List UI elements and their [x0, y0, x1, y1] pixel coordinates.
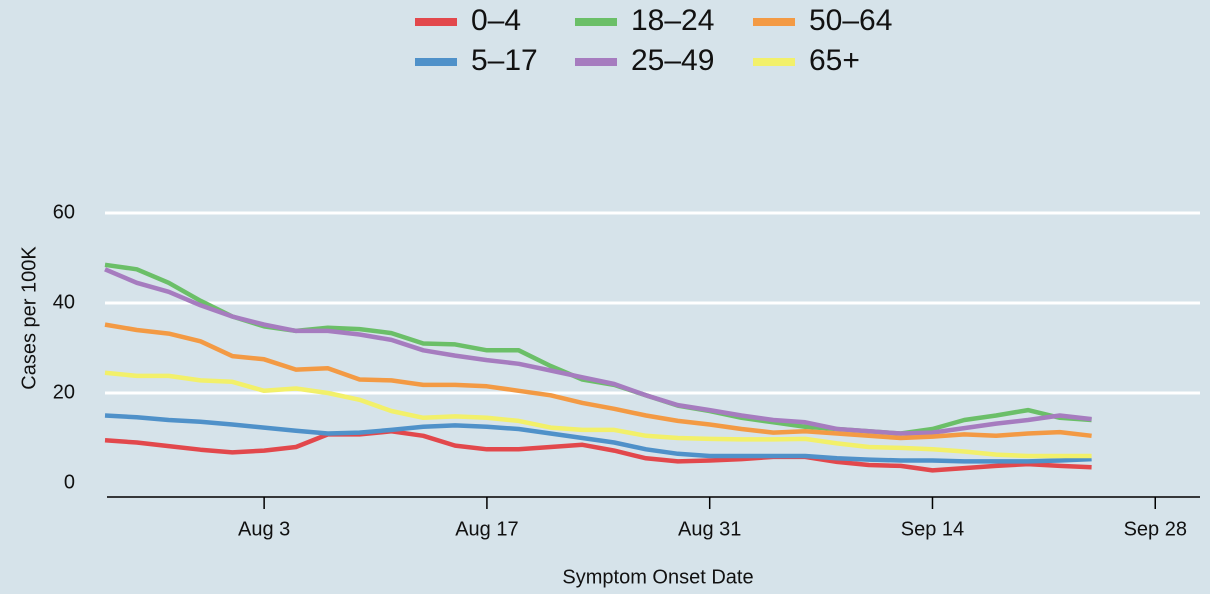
- series-line: [104, 370, 1092, 459]
- y-tick-label: 60: [53, 201, 75, 223]
- x-tick-label: Sep 14: [901, 518, 964, 540]
- legend-label: 25–49: [631, 44, 714, 77]
- legend-label: 65+: [809, 44, 860, 77]
- series-line: [104, 267, 1092, 436]
- x-tick-label: Aug 17: [455, 518, 518, 540]
- y-axis-label: Cases per 100K: [18, 246, 40, 390]
- legend-label: 50–64: [809, 4, 892, 37]
- series-line: [104, 262, 1092, 436]
- x-tick-label: Aug 31: [678, 518, 741, 540]
- series-line: [104, 413, 1092, 464]
- x-tick-label: Aug 3: [238, 518, 290, 540]
- x-axis-label: Symptom Onset Date: [562, 566, 753, 588]
- y-tick-label: 40: [53, 291, 75, 313]
- series-line: [104, 322, 1092, 441]
- series-line: [104, 429, 1092, 473]
- legend: 0–4 5–17 18–24 25–49 50–64 65+: [415, 4, 892, 77]
- y-tick-label: 0: [64, 471, 75, 493]
- x-tick-label: Sep 28: [1124, 518, 1187, 540]
- y-tick-label: 20: [53, 381, 75, 403]
- legend-label: 5–17: [471, 44, 538, 77]
- legend-label: 18–24: [631, 4, 714, 37]
- legend-label: 0–4: [471, 4, 521, 37]
